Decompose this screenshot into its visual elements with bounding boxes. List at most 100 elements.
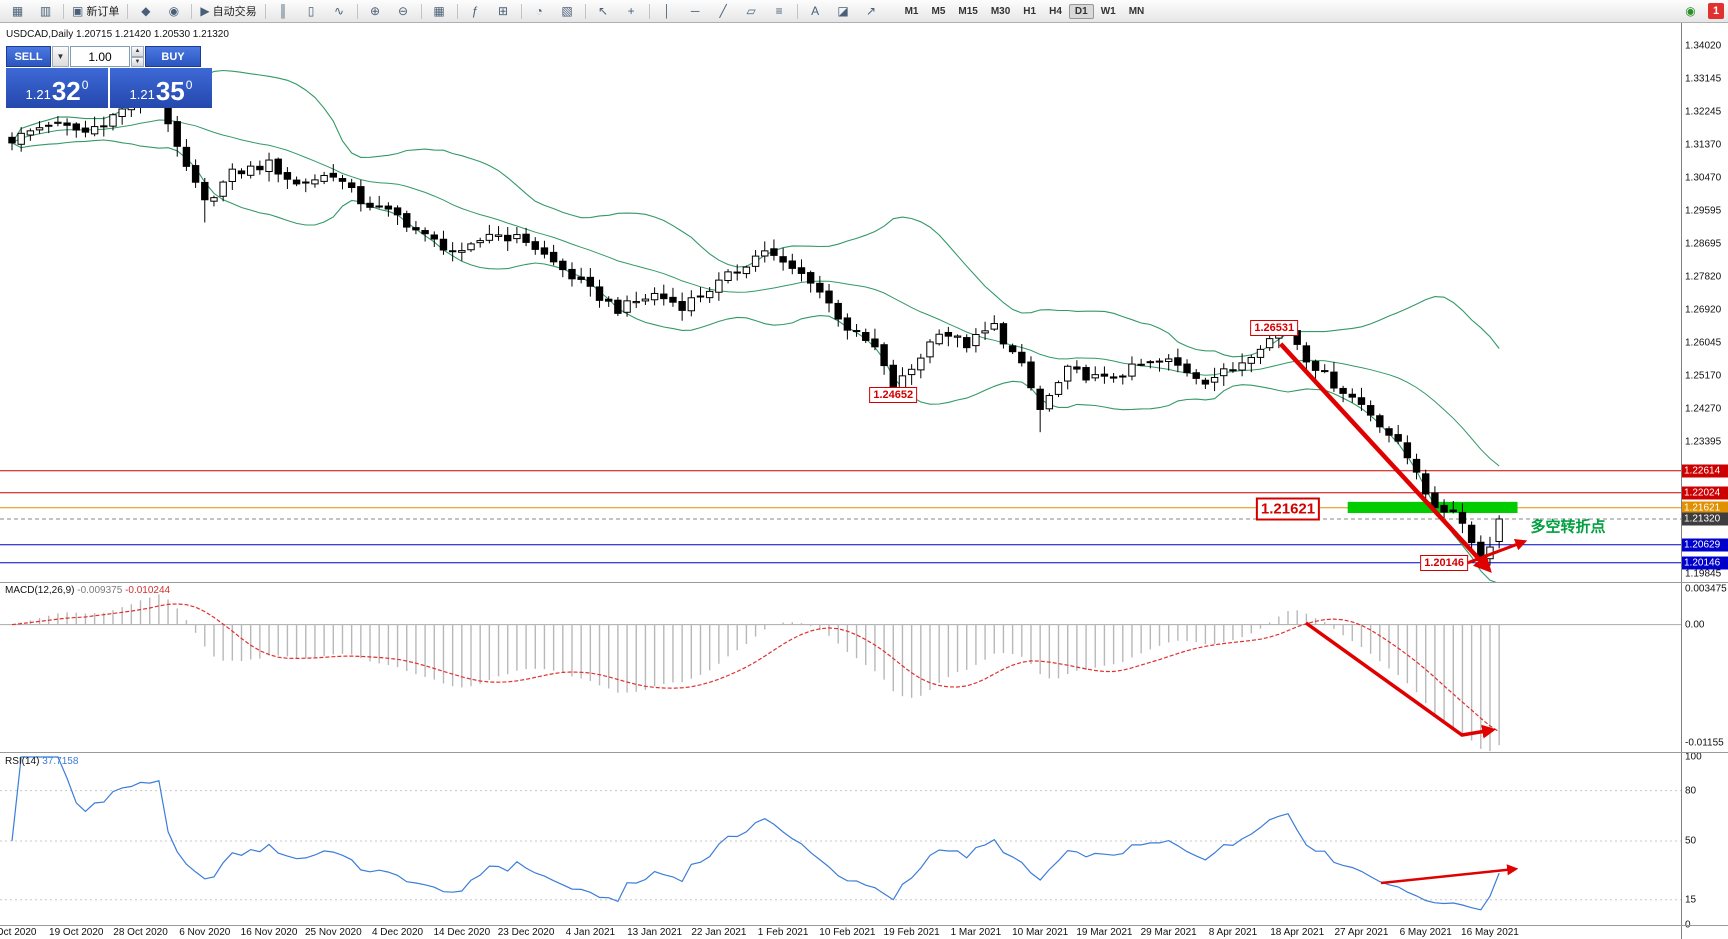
chart-window: USDCAD,Daily 1.20715 1.21420 1.20530 1.2… <box>0 22 1728 939</box>
price-badge: 1.21320 <box>1682 512 1728 526</box>
price-tick-label: 1.31370 <box>1685 139 1722 151</box>
indicators-icon[interactable]: ƒ <box>462 1 489 21</box>
new-order-button[interactable]: ▣ 新订单 <box>68 1 123 21</box>
price-badge: 1.22614 <box>1682 464 1728 478</box>
candle-chart-icon[interactable]: ▯ <box>298 1 325 21</box>
crosshair-icon[interactable]: + <box>618 1 645 21</box>
chart-ohlc-readout: USDCAD,Daily 1.20715 1.21420 1.20530 1.2… <box>6 29 229 40</box>
time-axis[interactable]: 9 Oct 2020 19 Oct 2020 28 Oct 2020 6 Nov 20… <box>0 927 1682 939</box>
bar-chart-icon: ║ <box>278 4 288 18</box>
label-icon: ◪ <box>837 4 849 18</box>
profiles-icon[interactable]: ▥ <box>32 1 59 21</box>
price-chart[interactable] <box>0 22 1682 582</box>
buy-price-display[interactable]: 1.21 35 0 <box>110 68 212 108</box>
text-icon: A <box>811 4 820 18</box>
connection-status-icon[interactable]: ◉ <box>1677 1 1704 21</box>
date-tick-label: 14 Dec 2020 <box>433 927 491 938</box>
horizontal-line-icon: ─ <box>690 4 700 18</box>
macd-panel[interactable] <box>0 583 1682 752</box>
cursor-icon: ↖ <box>598 4 609 18</box>
trendline-icon: ╱ <box>719 4 727 18</box>
profiles-icon: ▥ <box>39 4 52 18</box>
rsi-panel[interactable] <box>0 753 1682 925</box>
trendline-icon[interactable]: ╱ <box>710 1 737 21</box>
rsi-trend-arrow[interactable] <box>1380 864 1519 885</box>
timeframe-h4-button[interactable]: H4 <box>1049 5 1062 17</box>
date-tick-label: 6 May 2021 <box>1399 927 1452 938</box>
timeframe-m30-button[interactable]: M30 <box>990 5 1011 17</box>
autotrade-button[interactable]: ▶ 自动交易 <box>196 1 260 21</box>
notification-badge[interactable]: 1 <box>1708 3 1724 19</box>
turn-point-label[interactable]: 多空转折点 <box>1530 518 1606 536</box>
market-watch-icon[interactable]: ◆ <box>132 1 159 21</box>
sell-price-display[interactable]: 1.21 32 0 <box>6 68 108 108</box>
timeframe-mn-button[interactable]: MN <box>1128 5 1145 17</box>
zoom-in-icon[interactable]: ⊕ <box>362 1 389 21</box>
crosshair-icon: + <box>627 4 635 18</box>
price-annotation-label[interactable]: 1.21621 <box>1255 497 1321 521</box>
timeframe-w1-button[interactable]: W1 <box>1100 5 1116 17</box>
channel-icon[interactable]: ▱ <box>738 1 765 21</box>
bar-chart-icon[interactable]: ║ <box>270 1 297 21</box>
date-tick-label: 1 Feb 2021 <box>757 927 809 938</box>
new-chart-icon[interactable]: ▦ <box>4 1 31 21</box>
buy-price-point: 0 <box>185 78 193 92</box>
template-icon[interactable]: ▧ <box>554 1 581 21</box>
timeframe-d1-button[interactable]: D1 <box>1068 3 1094 19</box>
panel-separator[interactable] <box>0 925 1728 926</box>
trend-arrow[interactable] <box>1461 539 1528 567</box>
date-tick-label: 23 Dec 2020 <box>497 927 555 938</box>
toolbar-buttons: ▦ ▥ ▣ 新订单 ◆ ◉ ▶ 自动交易 ║ ▯ ∿ ⊕ ⊖ ▦ ƒ ⊞ ◔ ▧ ↖ + │ ─ ╱ ▱ ≡ A ◪ ↗ <box>4 1 885 21</box>
timeframe-m5-button[interactable]: M5 <box>931 5 946 17</box>
line-chart-icon[interactable]: ∿ <box>326 1 353 21</box>
date-tick-label: 16 May 2021 <box>1461 927 1519 938</box>
new-chart-icon: ▦ <box>11 4 24 18</box>
date-tick-label: 19 Mar 2021 <box>1076 927 1133 938</box>
toolbar-separator <box>520 3 522 19</box>
template-icon: ▧ <box>561 4 573 18</box>
panel-separator[interactable] <box>0 752 1728 753</box>
timeframe-m15-button[interactable]: M15 <box>958 5 978 17</box>
new-order-button-label: 新订单 <box>86 6 120 18</box>
horizontal-line-icon[interactable]: ─ <box>682 1 709 21</box>
toolbar-separator <box>456 3 458 19</box>
buy-button[interactable]: BUY <box>145 46 201 67</box>
panel-separator[interactable] <box>0 582 1728 583</box>
price-axis[interactable]: 1.34020 1.33145 1.32245 1.31370 1.30470 1.295… <box>1681 22 1728 939</box>
add-indicator-icon[interactable]: ⊞ <box>490 1 517 21</box>
timeframe-h1-button[interactable]: H1 <box>1023 5 1037 17</box>
period-icon[interactable]: ◔ <box>526 1 553 21</box>
arrows-icon[interactable]: ↗ <box>858 1 885 21</box>
fibonacci-icon[interactable]: ≡ <box>766 1 793 21</box>
timeframe-m1-button[interactable]: M1 <box>904 5 919 17</box>
volume-down-button[interactable]: ▼ <box>131 56 144 67</box>
buy-price-pips: 35 <box>155 76 185 106</box>
date-tick-label: 13 Jan 2021 <box>627 927 683 938</box>
label-icon[interactable]: ◪ <box>830 1 857 21</box>
trend-arrow[interactable] <box>1279 342 1492 573</box>
zoom-out-icon[interactable]: ⊖ <box>390 1 417 21</box>
toolbar-separator <box>648 3 650 19</box>
price-annotation-label[interactable]: 1.26531 <box>1250 319 1299 336</box>
volume-up-button[interactable]: ▲ <box>131 46 144 57</box>
data-window-icon[interactable]: ◉ <box>160 1 187 21</box>
order-type-dropdown[interactable]: ▼ <box>52 46 69 67</box>
vertical-line-icon[interactable]: │ <box>654 1 681 21</box>
price-tick-label: 1.32245 <box>1685 106 1722 118</box>
price-tick-label: 1.19845 <box>1685 568 1722 580</box>
tile-windows-icon: ▦ <box>433 4 445 18</box>
cursor-icon[interactable]: ↖ <box>590 1 617 21</box>
price-annotation-label[interactable]: 1.20146 <box>1420 554 1468 571</box>
tile-windows-icon[interactable]: ▦ <box>426 1 453 21</box>
price-tick-label: 1.26045 <box>1685 337 1722 349</box>
timeframe-toolbar: M1 M5 M15 M30 H1 H4 D1 W1 MN <box>899 3 1151 19</box>
volume-input[interactable] <box>70 46 130 67</box>
macd-tick-label: 0.00 <box>1685 619 1705 631</box>
date-tick-label: 9 Oct 2020 <box>0 927 37 938</box>
price-annotation-label[interactable]: 1.24652 <box>869 386 918 403</box>
macd-trend-arrow[interactable] <box>1304 621 1497 739</box>
indicators-icon: ƒ <box>471 4 479 18</box>
text-icon[interactable]: A <box>802 1 829 21</box>
sell-button[interactable]: SELL <box>6 46 51 67</box>
bollinger-upper-line <box>11 69 1500 358</box>
